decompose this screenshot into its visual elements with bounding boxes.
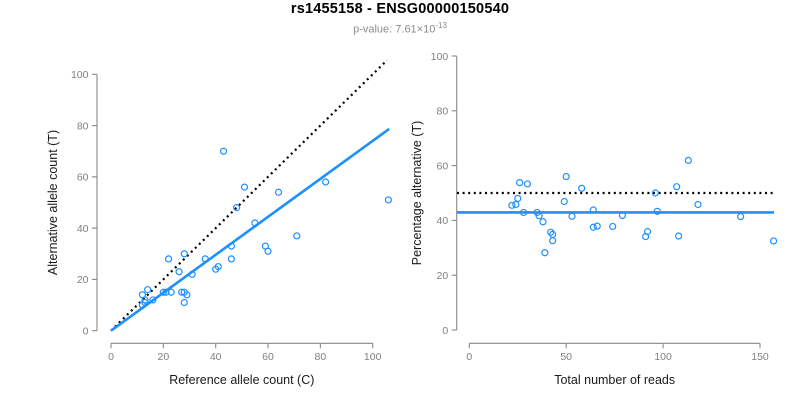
data-point bbox=[149, 296, 157, 304]
data-point bbox=[578, 184, 586, 192]
identity-line bbox=[110, 59, 388, 332]
data-point bbox=[183, 291, 191, 299]
data-point bbox=[227, 255, 235, 263]
x-tick-label: 100 bbox=[364, 351, 382, 363]
data-point bbox=[293, 232, 301, 240]
x-tick-label: 60 bbox=[262, 351, 274, 363]
data-point bbox=[519, 208, 528, 217]
y-tick-label: 80 bbox=[77, 120, 89, 132]
data-point bbox=[541, 249, 549, 257]
data-point bbox=[589, 206, 597, 214]
data-point bbox=[251, 219, 259, 227]
pvalue-text: p-value: 7.61×10 bbox=[353, 23, 436, 36]
x-axis-title: Total number of reads bbox=[554, 373, 675, 387]
data-point bbox=[144, 286, 152, 294]
data-point bbox=[562, 172, 570, 181]
data-point bbox=[514, 194, 522, 203]
data-point bbox=[274, 188, 283, 196]
data-point bbox=[180, 250, 188, 258]
data-point bbox=[651, 189, 659, 197]
data-point bbox=[539, 218, 547, 226]
data-point bbox=[694, 200, 702, 209]
y-tick-label: 40 bbox=[77, 223, 89, 235]
data-point bbox=[141, 298, 149, 307]
data-point bbox=[240, 183, 249, 191]
x-tick-label: 0 bbox=[108, 351, 114, 363]
y-axis-title: Alternative allele count (T) bbox=[46, 130, 60, 275]
data-point bbox=[264, 247, 272, 255]
pvalue-exponent: -13 bbox=[435, 21, 447, 30]
data-point bbox=[180, 298, 188, 307]
x-tick-label: 150 bbox=[751, 351, 769, 363]
data-point bbox=[512, 200, 520, 209]
data-point bbox=[219, 147, 228, 155]
y-tick-label: 60 bbox=[437, 160, 449, 172]
data-point bbox=[384, 196, 393, 204]
data-point bbox=[162, 288, 170, 296]
data-point bbox=[227, 242, 235, 250]
figure-title: rs1455158 - ENSG00000150540 bbox=[290, 1, 510, 17]
data-point bbox=[589, 223, 597, 231]
x-tick-label: 20 bbox=[157, 351, 169, 363]
data-point bbox=[164, 255, 173, 263]
x-tick-label: 50 bbox=[560, 351, 572, 363]
x-tick-label: 100 bbox=[654, 351, 672, 363]
y-tick-label: 100 bbox=[71, 69, 89, 81]
x-tick-label: 80 bbox=[315, 351, 327, 363]
y-tick-label: 20 bbox=[437, 270, 449, 282]
data-point bbox=[737, 212, 745, 221]
data-point bbox=[673, 183, 681, 191]
data-point bbox=[523, 180, 532, 188]
data-point bbox=[508, 201, 516, 209]
y-axis-title: Percentage alternative (T) bbox=[410, 121, 424, 266]
data-point bbox=[233, 204, 241, 212]
x-tick-label: 0 bbox=[466, 351, 472, 363]
data-point bbox=[516, 178, 524, 187]
data-point bbox=[593, 222, 601, 230]
data-point bbox=[675, 232, 683, 240]
data-point bbox=[201, 255, 209, 263]
data-point bbox=[214, 263, 222, 271]
data-point bbox=[684, 156, 692, 164]
data-point bbox=[609, 222, 617, 231]
y-tick-label: 80 bbox=[437, 106, 449, 118]
x-axis-title: Reference allele count (C) bbox=[169, 373, 314, 387]
data-point bbox=[653, 207, 661, 215]
data-point bbox=[560, 197, 568, 206]
data-point bbox=[159, 288, 167, 296]
figure-subtitle: p-value: 7.61×10-13 bbox=[0, 21, 800, 36]
y-tick-label: 60 bbox=[77, 172, 89, 184]
data-point bbox=[547, 228, 555, 236]
data-point bbox=[535, 212, 543, 220]
data-point bbox=[568, 212, 576, 220]
data-point bbox=[167, 288, 175, 296]
data-point bbox=[618, 211, 627, 220]
y-tick-label: 20 bbox=[77, 274, 89, 286]
data-point bbox=[549, 237, 557, 245]
data-point bbox=[188, 270, 196, 278]
data-point bbox=[175, 268, 183, 276]
data-point bbox=[321, 178, 330, 186]
y-tick-label: 40 bbox=[437, 215, 449, 227]
y-tick-label: 100 bbox=[431, 51, 449, 63]
y-tick-label: 0 bbox=[442, 325, 448, 337]
y-tick-label: 0 bbox=[83, 326, 89, 338]
data-point bbox=[769, 237, 778, 245]
data-point bbox=[642, 232, 650, 241]
regression-line bbox=[110, 127, 390, 332]
x-tick-label: 40 bbox=[210, 351, 222, 363]
